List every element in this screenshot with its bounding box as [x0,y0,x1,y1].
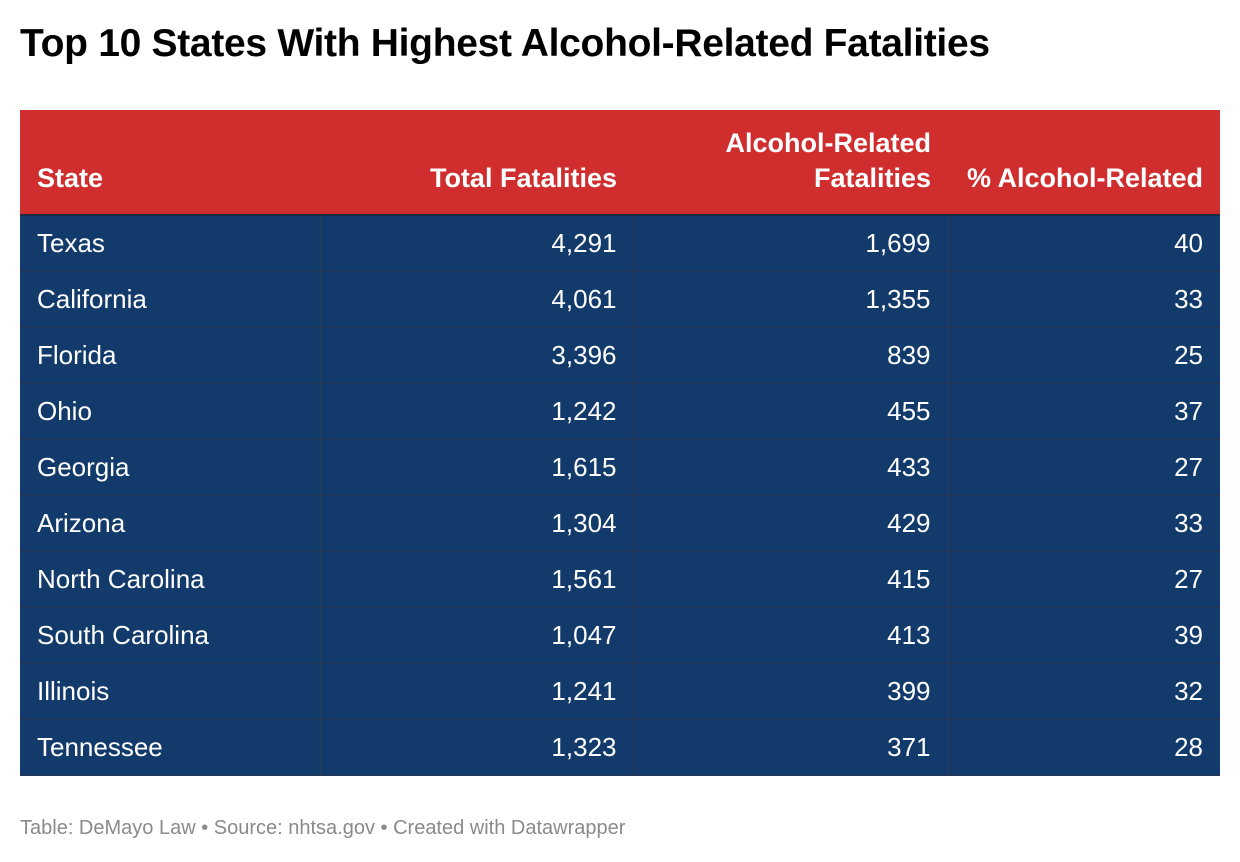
column-header-percent-alcohol-related[interactable]: % Alcohol-Related [948,110,1220,216]
alcohol-related-cell: 429 [633,495,948,552]
alcohol-related-cell: 371 [633,719,948,776]
percent-alcohol-cell: 33 [947,271,1220,328]
state-cell: South Carolina [20,607,320,664]
percent-alcohol-cell: 33 [947,495,1220,552]
percent-alcohol-cell: 37 [947,383,1220,440]
alcohol-related-cell: 415 [633,551,948,608]
state-cell: Ohio [20,383,320,440]
percent-alcohol-cell: 40 [947,215,1220,272]
total-fatalities-cell: 1,047 [319,607,634,664]
total-fatalities-cell: 4,291 [319,215,634,272]
table-row: California 4,061 1,355 33 [20,271,1220,328]
total-fatalities-cell: 1,615 [319,439,634,496]
percent-alcohol-cell: 27 [947,551,1220,608]
table-row: Ohio 1,242 455 37 [20,383,1220,440]
table-row: South Carolina 1,047 413 39 [20,607,1220,664]
table-row: North Carolina 1,561 415 27 [20,551,1220,608]
state-cell: Georgia [20,439,320,496]
percent-alcohol-cell: 39 [947,607,1220,664]
alcohol-related-cell: 455 [633,383,948,440]
percent-alcohol-cell: 25 [947,327,1220,384]
percent-alcohol-cell: 28 [947,719,1220,776]
state-cell: California [20,271,320,328]
alcohol-related-cell: 839 [633,327,948,384]
total-fatalities-cell: 1,304 [319,495,634,552]
alcohol-related-cell: 399 [633,663,948,720]
alcohol-related-cell: 413 [633,607,948,664]
total-fatalities-cell: 1,241 [319,663,634,720]
table-row: Arizona 1,304 429 33 [20,495,1220,552]
total-fatalities-cell: 1,323 [319,719,634,776]
table-row: Texas 4,291 1,699 40 [20,215,1220,272]
table-row: Georgia 1,615 433 27 [20,439,1220,496]
state-cell: Illinois [20,663,320,720]
state-cell: North Carolina [20,551,320,608]
total-fatalities-cell: 1,561 [319,551,634,608]
percent-alcohol-cell: 27 [947,439,1220,496]
table-title: Top 10 States With Highest Alcohol-Relat… [20,22,990,65]
table-row: Tennessee 1,323 371 28 [20,719,1220,776]
fatalities-table: State Total Fatalities Alcohol-Related F… [20,110,1220,776]
total-fatalities-cell: 1,242 [319,383,634,440]
state-cell: Arizona [20,495,320,552]
table-row: Illinois 1,241 399 32 [20,663,1220,720]
state-cell: Tennessee [20,719,320,776]
table-body: Texas 4,291 1,699 40 California 4,061 1,355 33 F… [20,215,1220,776]
alcohol-related-cell: 1,355 [633,271,948,328]
column-header-alcohol-related-fatalities[interactable]: Alcohol-Related Fatalities [634,110,948,216]
total-fatalities-cell: 4,061 [319,271,634,328]
alcohol-related-cell: 433 [633,439,948,496]
table-header: State Total Fatalities Alcohol-Related F… [20,110,1220,216]
column-header-total-fatalities[interactable]: Total Fatalities [320,110,634,216]
alcohol-related-cell: 1,699 [633,215,948,272]
state-cell: Texas [20,215,320,272]
source-note: Table: DeMayo Law • Source: nhtsa.gov • … [20,817,626,839]
percent-alcohol-cell: 32 [947,663,1220,720]
state-cell: Florida [20,327,320,384]
column-header-state[interactable]: State [20,110,320,216]
total-fatalities-cell: 3,396 [319,327,634,384]
table-row: Florida 3,396 839 25 [20,327,1220,384]
